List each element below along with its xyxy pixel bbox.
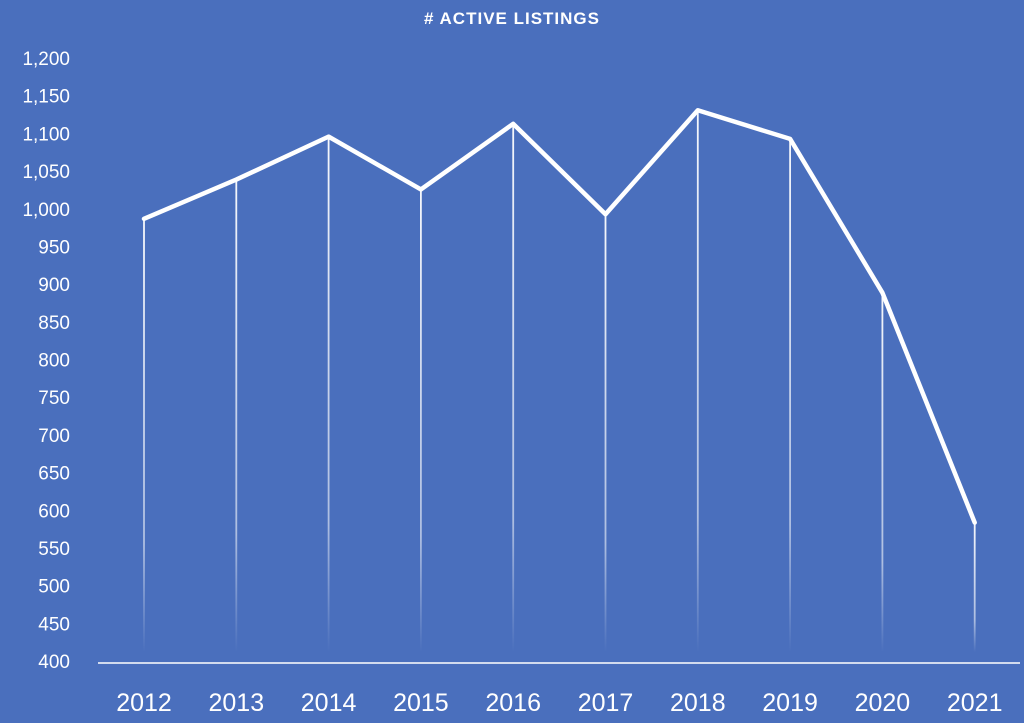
x-tick-label: 2017 — [578, 689, 634, 717]
y-tick-label: 550 — [38, 539, 70, 560]
y-tick-label: 1,000 — [22, 200, 70, 221]
y-tick-label: 950 — [38, 237, 70, 258]
x-tick-label: 2018 — [670, 689, 726, 717]
y-tick-label: 700 — [38, 426, 70, 447]
drop-lines — [143, 110, 976, 653]
series-line — [141, 108, 977, 525]
y-tick-label: 850 — [38, 313, 70, 334]
drop-line — [973, 522, 976, 652]
y-tick-label: 1,050 — [22, 162, 70, 183]
y-tick-label: 400 — [38, 652, 70, 673]
drop-line — [789, 138, 791, 652]
x-tick-label: 2013 — [208, 689, 264, 717]
drop-line — [881, 292, 884, 652]
y-tick-label: 450 — [38, 614, 70, 635]
x-tick-label: 2015 — [393, 689, 449, 717]
y-axis-ticks: 400 450 500 550 600 650 700 750 800 850 900 950 1,00… — [22, 49, 70, 673]
x-tick-label: 2014 — [301, 689, 357, 717]
drop-line — [327, 136, 330, 653]
y-tick-label: 800 — [38, 351, 70, 372]
y-tick-label: 600 — [38, 501, 70, 522]
x-tick-label: 2016 — [485, 689, 541, 717]
y-tick-label: 900 — [38, 275, 70, 296]
drop-line — [512, 123, 515, 652]
y-tick-label: 650 — [38, 464, 70, 485]
x-axis-ticks: 2012 2013 2014 2015 2016 2017 2018 2019 2020 2021 — [116, 689, 1002, 717]
drop-line — [235, 179, 238, 652]
drop-line — [604, 214, 607, 652]
x-tick-label: 2020 — [855, 689, 911, 717]
drop-line — [143, 218, 145, 653]
y-tick-label: 1,150 — [22, 87, 70, 108]
y-tick-label: 750 — [38, 388, 70, 409]
x-tick-label: 2012 — [116, 689, 172, 717]
drop-line — [696, 110, 699, 652]
y-tick-label: 500 — [38, 577, 70, 598]
y-tick-label: 1,200 — [22, 49, 70, 70]
x-tick-label: 2021 — [947, 689, 1003, 717]
chart-title: # ACTIVE LISTINGS — [423, 9, 600, 28]
y-tick-label: 1,100 — [22, 124, 70, 145]
drop-line — [420, 189, 422, 652]
x-tick-label: 2019 — [762, 689, 818, 717]
